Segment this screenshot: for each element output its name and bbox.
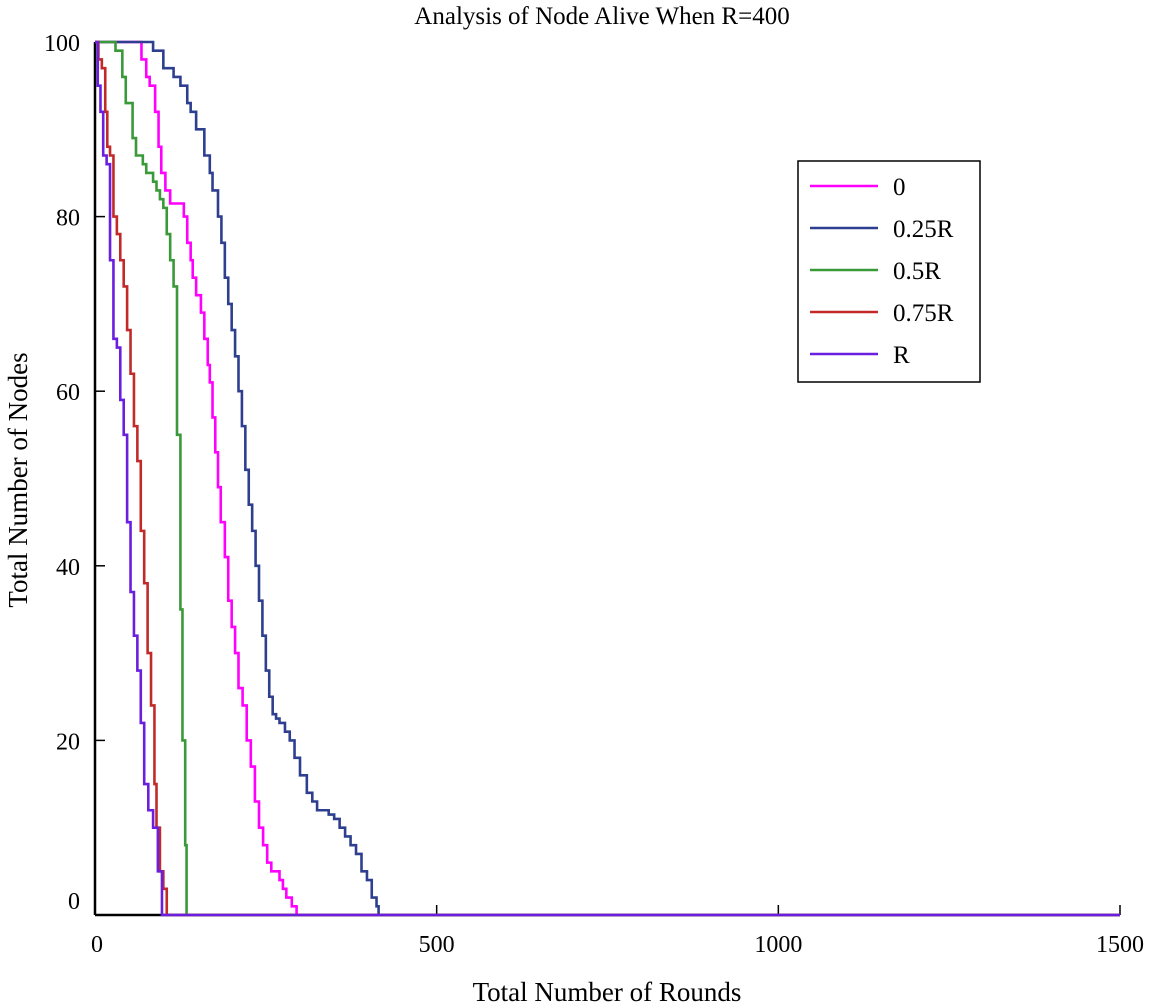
x-tick-label: 1000	[754, 932, 802, 958]
legend: 0 0.25R 0.5R 0.75R R	[797, 160, 981, 383]
y-tick-label: 20	[56, 729, 80, 755]
series-line-025R	[95, 40, 1120, 917]
series-line-05R	[95, 40, 1120, 917]
series-group	[95, 40, 1120, 917]
chart-title: Analysis of Node Alive When R=400	[414, 3, 789, 30]
x-tick-label: 500	[419, 932, 455, 958]
series-line-0	[95, 40, 1120, 917]
y-tick-label: 80	[56, 206, 80, 232]
legend-label: 0.25R	[893, 216, 954, 243]
legend-label: 0.75R	[893, 300, 954, 327]
x-tick-label: 1500	[1096, 932, 1144, 958]
y-tick-label: 60	[56, 380, 80, 406]
y-axis-label: Total Number of Nodes	[3, 352, 33, 607]
x-tick-label: 0	[91, 932, 103, 958]
y-tick-label: 100	[44, 31, 80, 57]
x-axis-label: Total Number of Rounds	[473, 977, 742, 1007]
series-line-R	[95, 40, 1120, 917]
legend-label: 0.5R	[893, 258, 941, 285]
legend-label: R	[893, 342, 910, 369]
legend-label: 0	[893, 174, 906, 201]
ticks: 0 500 1000 1500 0 20 40 60 80 100	[44, 31, 1144, 958]
legend-box	[797, 160, 981, 383]
y-tick-label: 0	[68, 889, 80, 915]
y-tick-label: 40	[56, 555, 80, 581]
series-line-075R	[95, 40, 1120, 917]
